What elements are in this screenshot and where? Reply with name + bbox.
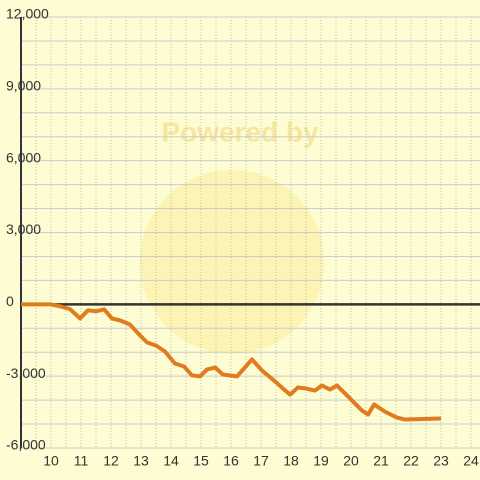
y-tick-label: 12,000 <box>6 6 49 22</box>
x-tick-label: 23 <box>433 453 449 469</box>
x-tick-label: 15 <box>193 453 209 469</box>
x-tick-label: 17 <box>253 453 269 469</box>
y-tick-label: 0 <box>6 293 14 309</box>
watermark: Powered by <box>161 116 319 147</box>
x-tick-label: 10 <box>43 453 59 469</box>
x-tick-label: 20 <box>343 453 359 469</box>
x-tick-label: 14 <box>163 453 179 469</box>
x-tick-label: 24 <box>463 453 479 469</box>
y-tick-label: -6,000 <box>6 437 46 453</box>
y-tick-label: -3,000 <box>6 365 46 381</box>
line <box>21 302 442 422</box>
x-tick-label: 21 <box>373 453 389 469</box>
y-tick-label: 9,000 <box>6 78 41 94</box>
x-tick-label: 12 <box>103 453 119 469</box>
x-tick-label: 19 <box>313 453 329 469</box>
watermark-logo <box>140 170 324 354</box>
x-tick-label: 18 <box>283 453 299 469</box>
y-tick-label: 6,000 <box>6 149 41 165</box>
x-tick-label: 13 <box>133 453 149 469</box>
x-tick-label: 11 <box>74 453 89 469</box>
y-tick-label: 3,000 <box>6 221 41 237</box>
x-tick-label: 22 <box>403 453 419 469</box>
x-tick-label: 16 <box>223 453 239 469</box>
